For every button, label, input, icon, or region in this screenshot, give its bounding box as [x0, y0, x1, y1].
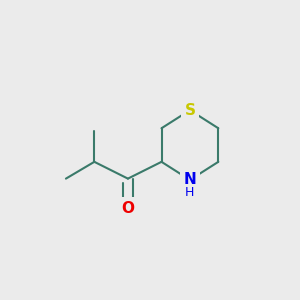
Text: N: N	[184, 172, 196, 188]
Text: H: H	[185, 186, 195, 199]
Text: O: O	[122, 201, 134, 216]
Text: S: S	[184, 103, 195, 118]
